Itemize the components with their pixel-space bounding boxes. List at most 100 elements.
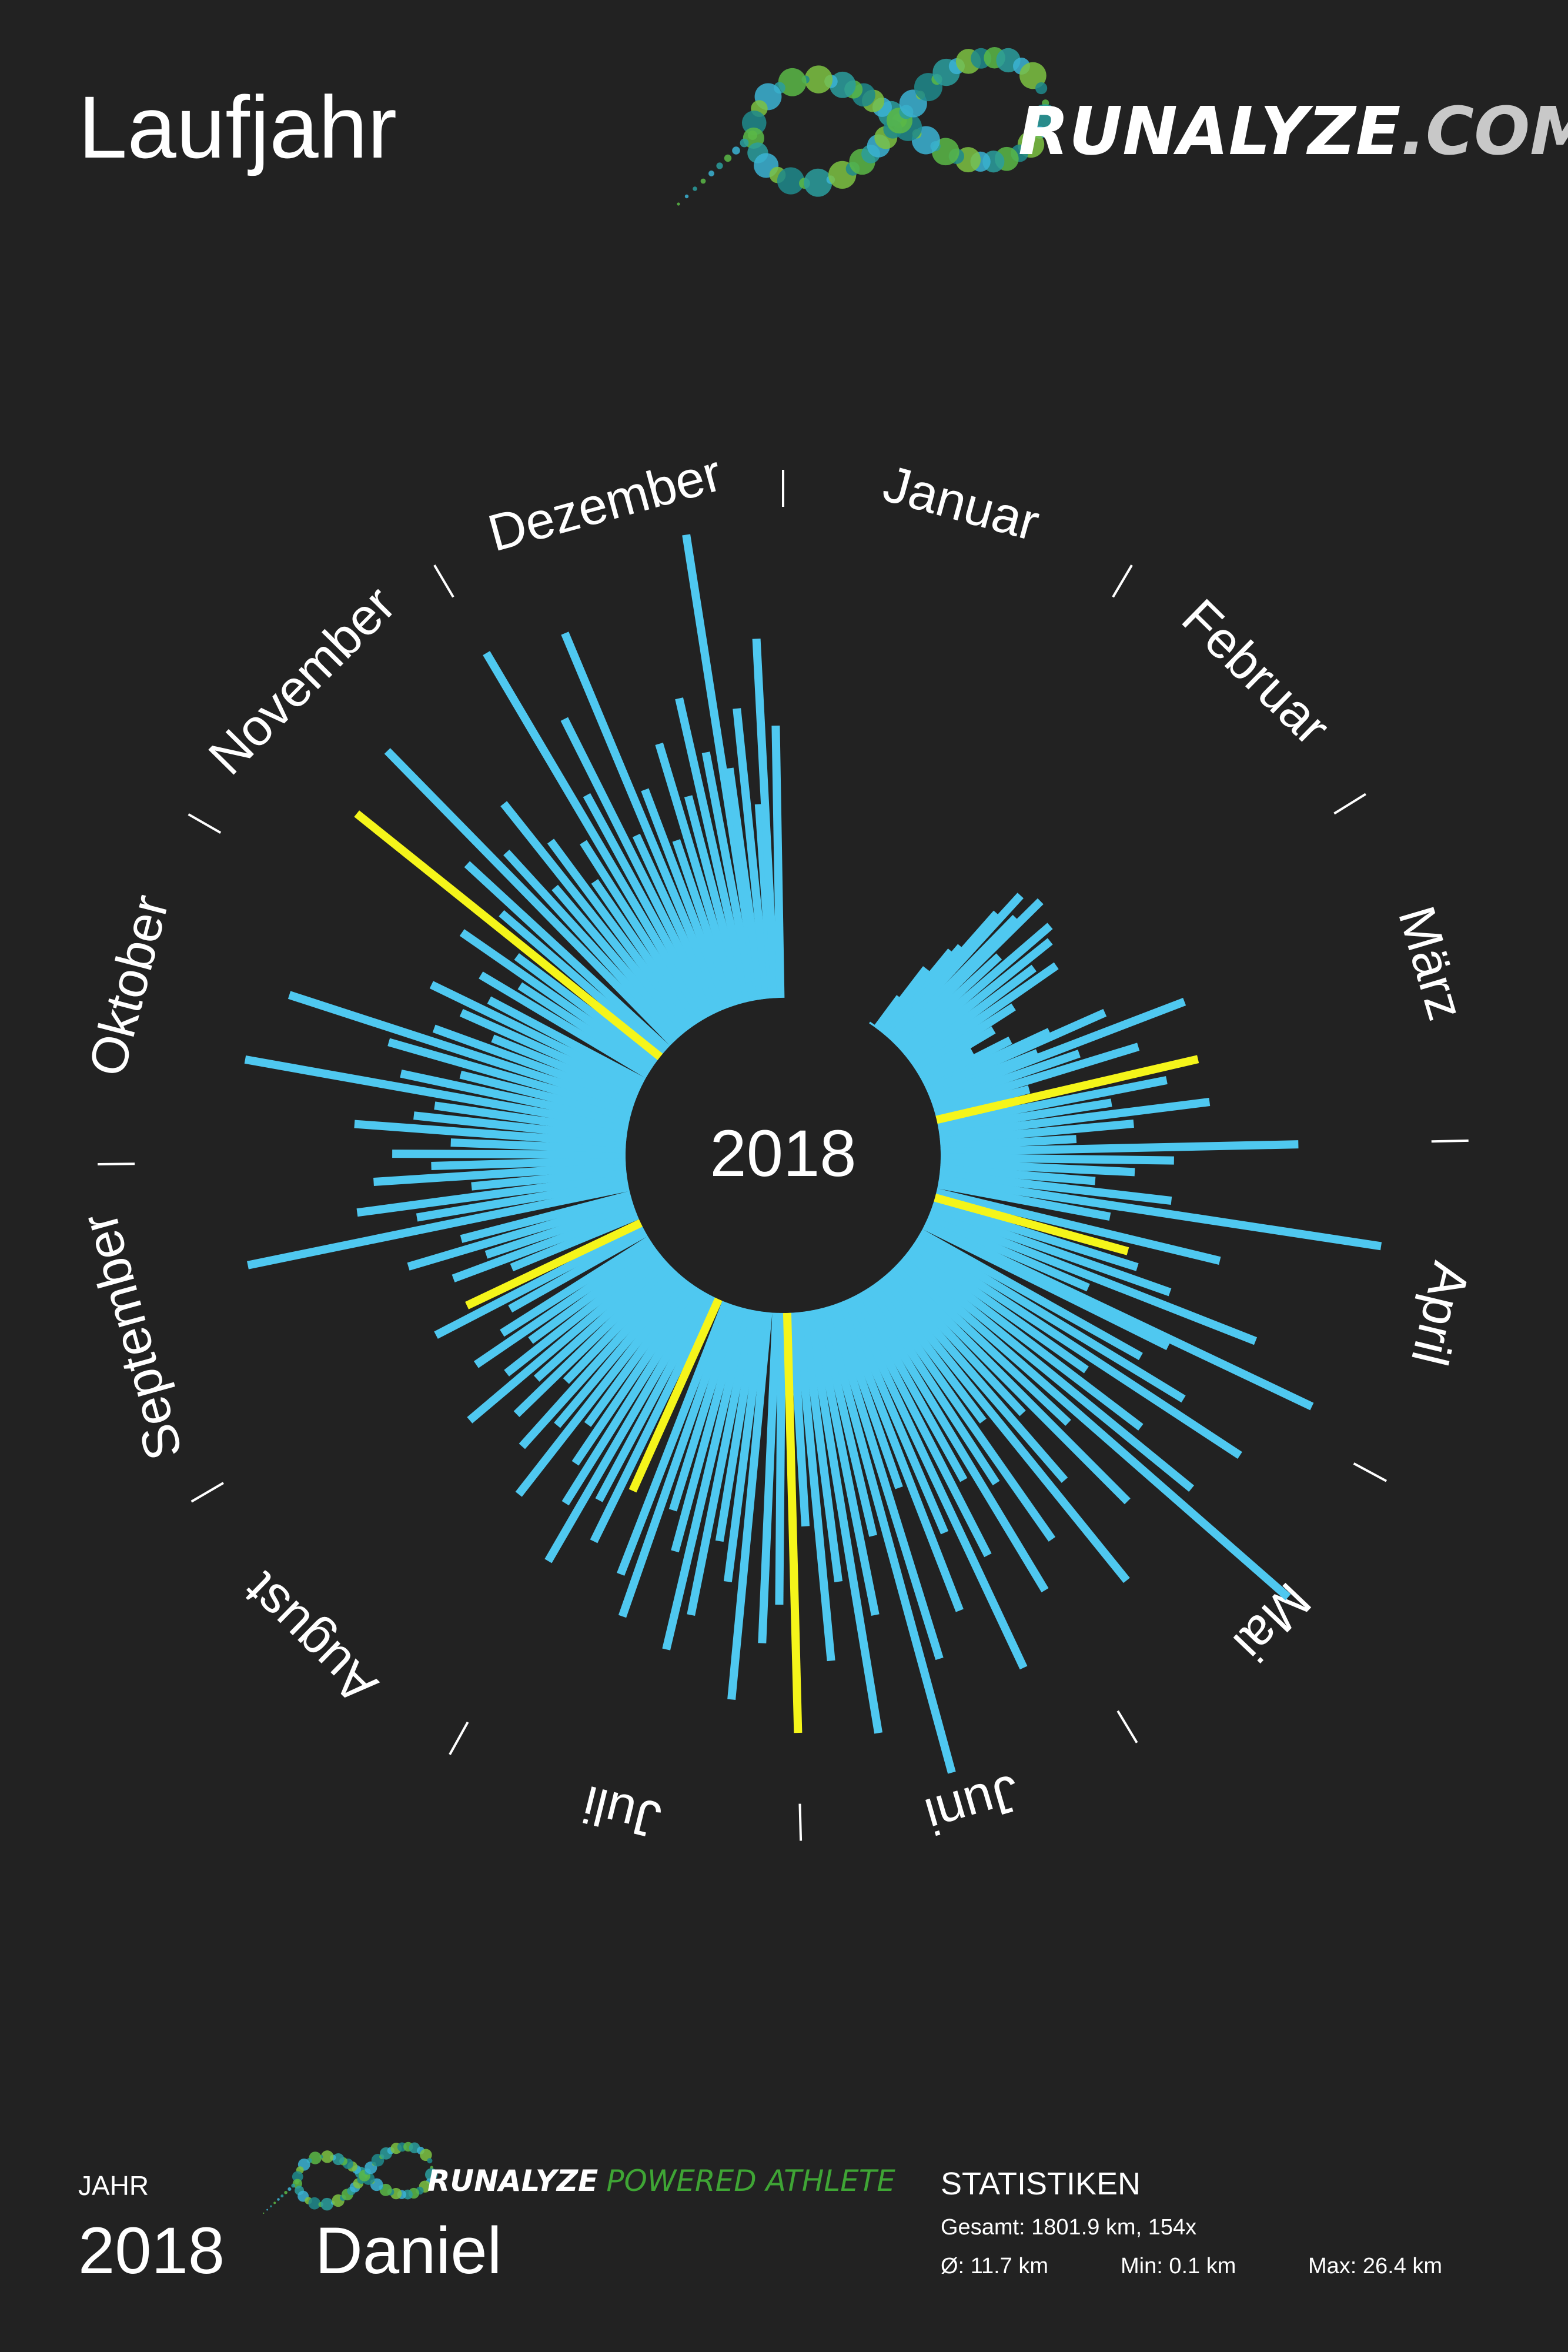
bar [671,1306,746,1553]
bar [416,1177,628,1222]
bar [932,1198,1139,1271]
bar [551,884,684,1038]
logo-dot [740,138,749,148]
month-tick [188,813,222,834]
logo-dot [291,2183,296,2188]
logo-name: RUNALYZE [1018,93,1400,170]
logo-dot [1031,104,1059,132]
bar [900,923,1053,1056]
bar [460,1191,632,1243]
bar [752,638,780,998]
bar [870,1282,1056,1542]
bar [928,997,1186,1103]
logo-dot [741,111,767,135]
bar [875,966,930,1033]
bar [865,1285,1000,1486]
stats-heading: STATISTIKEN [941,2166,1141,2201]
bar [641,788,731,1010]
title: Laufjahr [78,78,397,176]
bar [287,991,635,1111]
logo-dot [284,2191,287,2194]
logo-dot [748,131,757,140]
bar [940,1153,1174,1165]
bar [655,743,742,1006]
bar [628,1297,723,1493]
bar [560,717,717,1017]
bar [939,1098,1211,1140]
bar [907,964,1037,1065]
bar [831,1302,903,1489]
bar [820,1306,956,1774]
bar [519,1269,681,1449]
bar [934,1194,1129,1255]
logo-dot [277,2198,280,2201]
logo-dot [427,2158,433,2164]
logo-dot [266,2209,269,2211]
bar [932,1043,1140,1114]
bar [465,1219,643,1309]
stats-avg: Ø: 11.7 km [941,2254,1048,2278]
bar [727,1312,773,1700]
footer-logo-text: RUNALYZE POWERED ATHLETE [427,2164,895,2198]
logo-dot [420,2149,432,2161]
logo-dot [804,168,833,197]
bar [903,938,1053,1060]
logo-dot [684,194,689,199]
bar [783,1312,803,1733]
athlete: Daniel [315,2214,502,2287]
bar [590,1295,718,1544]
bar [771,725,785,998]
bar [902,1251,1195,1492]
logo-dot [270,2205,272,2207]
bar [804,1310,883,1734]
logo-dot [320,2150,334,2163]
bar [500,1236,653,1337]
bar [563,1266,677,1384]
bar [909,1242,1089,1374]
bar [895,1260,1071,1426]
bar [788,1312,810,1527]
bar [431,1156,626,1171]
bar [851,1294,992,1558]
bar [940,1135,1077,1151]
logo-dot [287,2187,292,2191]
footer-logo-name: RUNALYZE [427,2164,598,2198]
logo-dot [308,2197,321,2210]
month-tick [1112,564,1133,598]
logo-dot [724,154,732,162]
month-tick [190,1482,224,1503]
bar [926,1214,1090,1292]
bar [504,1250,662,1377]
header-logo-text: RUNALYZE.COM [1018,93,1568,170]
bar [459,929,656,1069]
bar [930,1204,1172,1297]
logo-dot [778,68,807,96]
bar [584,1280,694,1427]
bar [434,1224,646,1339]
bar [874,1278,987,1424]
logo-dot [320,2197,334,2211]
bar [561,632,727,1012]
bar [561,1287,703,1506]
logo-dot [292,2171,303,2183]
bar [892,898,1044,1048]
year-label: JAHR [78,2170,149,2201]
bar [484,1201,636,1259]
bar [856,1291,968,1482]
bar [775,1312,786,1605]
bar [554,1273,686,1428]
bar [940,1164,1096,1185]
month-tick [1116,1710,1138,1743]
bar [515,1277,690,1497]
footer-logo-graphic [263,2141,438,2214]
bar [921,1036,1012,1088]
bar [915,1234,1186,1403]
bar [400,1069,630,1127]
bar [733,708,771,1000]
bar [483,651,707,1022]
bar [940,1140,1299,1157]
bar [684,795,747,1004]
bar [910,962,1059,1069]
